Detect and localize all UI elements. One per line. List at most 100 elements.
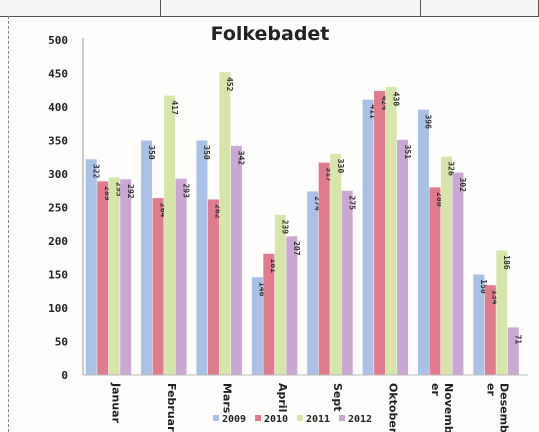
data-label: 181 <box>269 259 278 274</box>
bar <box>251 277 263 375</box>
data-label: 239 <box>281 220 290 235</box>
data-label: 280 <box>435 192 444 207</box>
y-tick-label: 450 <box>48 68 68 81</box>
data-label: 302 <box>458 177 467 192</box>
data-label: 396 <box>424 114 433 129</box>
bar <box>397 139 409 375</box>
bar <box>417 109 429 376</box>
data-label: 275 <box>347 196 356 211</box>
x-tick-label: er <box>429 383 442 396</box>
bar <box>120 179 132 375</box>
legend-swatch <box>255 415 261 421</box>
x-tick-label: Novemb <box>442 383 455 432</box>
y-tick-label: 200 <box>48 235 68 248</box>
bar <box>207 199 219 375</box>
data-label: 274 <box>313 196 322 211</box>
legend-swatch <box>297 415 303 421</box>
legend-label: 2011 <box>306 414 330 425</box>
data-label: 150 <box>479 279 488 294</box>
bar <box>330 153 342 375</box>
data-label: 186 <box>502 255 511 270</box>
data-label: 430 <box>391 92 400 107</box>
x-tick-label: Desemb <box>497 383 510 432</box>
bar <box>97 181 109 375</box>
data-label: 146 <box>258 282 267 297</box>
y-tick-label: 250 <box>48 202 68 215</box>
bar <box>230 145 242 375</box>
bar <box>196 140 208 375</box>
data-label: 292 <box>126 184 135 199</box>
data-label: 295 <box>114 182 123 197</box>
data-label: 207 <box>292 241 301 256</box>
bar <box>286 236 298 375</box>
bar <box>274 214 286 375</box>
bar <box>374 90 386 376</box>
bar <box>152 198 164 375</box>
y-tick-label: 50 <box>55 336 68 349</box>
frame-border <box>8 16 10 432</box>
data-label: 71 <box>514 335 523 345</box>
legend: 2009 2010 2011 2012 <box>213 414 372 425</box>
x-tick-label: April <box>276 383 289 412</box>
bar <box>496 250 508 375</box>
data-label: 293 <box>181 183 190 198</box>
data-label: 342 <box>237 151 246 166</box>
data-label: 262 <box>214 204 223 219</box>
bar <box>85 159 97 375</box>
y-tick-label: 100 <box>48 302 68 315</box>
data-label: 417 <box>170 100 179 115</box>
data-label: 264 <box>158 203 167 218</box>
y-axis: 0 50 100 150 200 250 300 350 400 450 500 <box>48 34 84 382</box>
bar <box>385 86 397 376</box>
bar <box>175 178 187 375</box>
bar <box>473 274 485 375</box>
bars: 322 350 350 146 274 411 396 150 289 264 262 181 317 4… <box>85 72 523 376</box>
bar <box>219 72 231 375</box>
y-tick-label: 400 <box>48 101 68 114</box>
bar <box>164 95 176 376</box>
y-tick-label: 0 <box>61 369 68 382</box>
bar <box>307 191 319 375</box>
data-label: 350 <box>147 145 156 160</box>
data-label: 317 <box>324 167 333 182</box>
bar <box>263 253 275 375</box>
chart-title: Folkebadet <box>211 23 330 45</box>
data-label: 326 <box>447 161 456 176</box>
bar <box>141 140 153 375</box>
x-tick-label: Sept <box>331 383 344 412</box>
data-label: 351 <box>403 145 412 160</box>
y-tick-label: 500 <box>48 34 68 47</box>
y-tick-label: 300 <box>48 168 68 181</box>
y-tick-label: 350 <box>48 135 68 148</box>
bar <box>108 177 120 375</box>
data-label: 350 <box>202 145 211 160</box>
bar <box>362 99 374 375</box>
data-label: 134 <box>491 290 500 305</box>
bar <box>318 162 330 375</box>
legend-label: 2009 <box>222 414 246 425</box>
x-tick-label: Mars <box>220 383 233 414</box>
legend-swatch <box>213 415 219 421</box>
data-label: 452 <box>225 77 234 92</box>
bar <box>440 156 452 375</box>
legend-label: 2010 <box>264 414 288 425</box>
bar <box>341 190 353 375</box>
y-tick-label: 150 <box>48 269 68 282</box>
x-tick-label: Januar <box>110 382 123 424</box>
data-label: 424 <box>380 96 389 111</box>
x-tick-label: er <box>484 383 497 396</box>
bar <box>484 285 496 375</box>
bar <box>507 327 519 375</box>
x-tick-label: Februar <box>165 383 178 432</box>
legend-swatch <box>339 415 345 421</box>
data-label: 330 <box>336 159 345 174</box>
bar <box>452 172 464 375</box>
data-label: 322 <box>91 164 100 179</box>
legend-label: 2012 <box>348 414 372 425</box>
x-tick-label: Oktober <box>387 383 400 432</box>
x-axis: Januar Februar Mars April Sept Oktober Novembe… <box>83 374 528 432</box>
data-label: 411 <box>368 104 377 119</box>
bar <box>429 187 441 375</box>
